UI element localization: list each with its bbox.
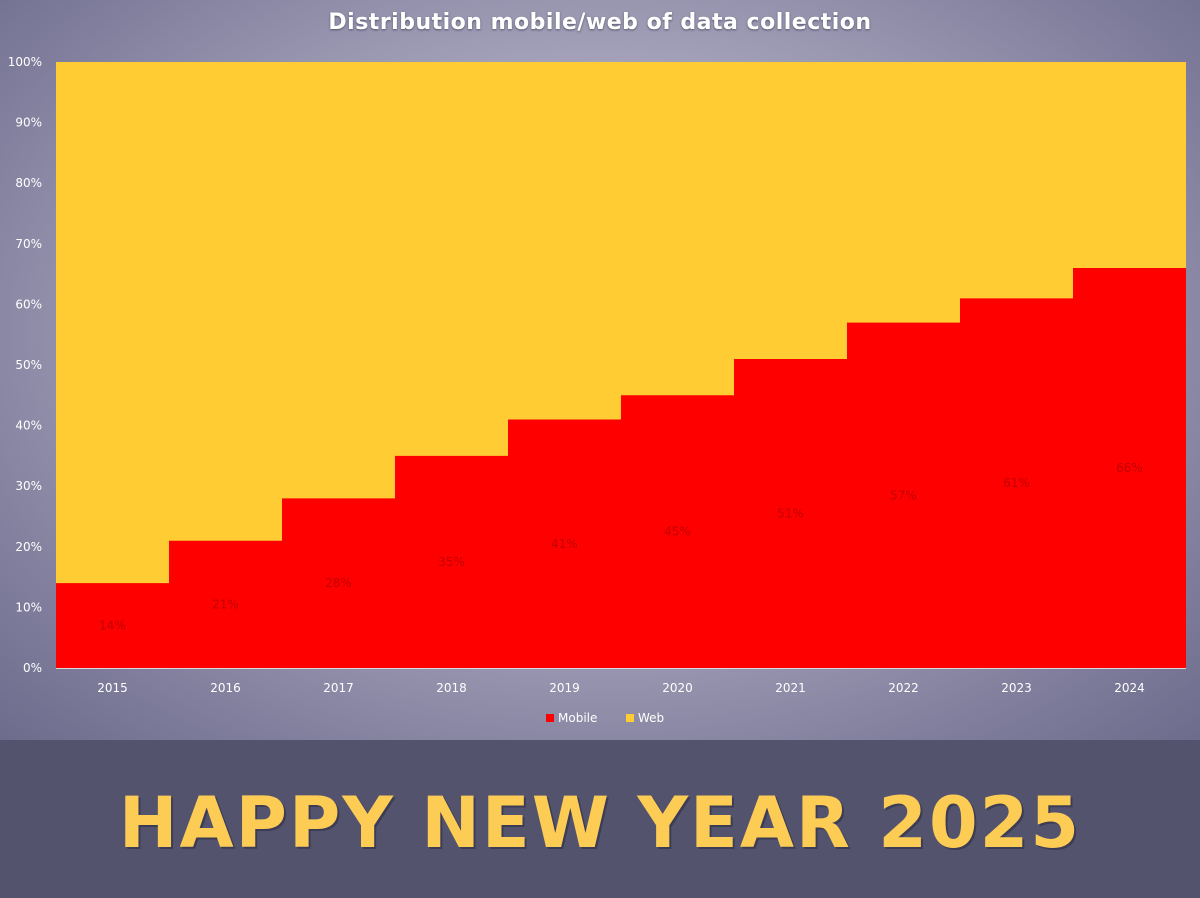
x-tick-label: 2018 xyxy=(436,681,467,695)
x-tick-label: 2021 xyxy=(775,681,806,695)
data-label: 45% xyxy=(664,525,691,539)
y-tick-label: 40% xyxy=(15,419,42,433)
data-label: 14% xyxy=(99,619,126,633)
greeting-banner: HAPPY NEW YEAR 2025 xyxy=(0,740,1200,898)
data-label: 28% xyxy=(325,576,352,590)
legend-label-web: Web xyxy=(638,711,664,725)
chart-title: Distribution mobile/web of data collecti… xyxy=(328,10,872,35)
data-label: 57% xyxy=(890,488,917,502)
y-tick-label: 90% xyxy=(15,116,42,130)
x-tick-label: 2017 xyxy=(323,681,354,695)
y-tick-label: 80% xyxy=(15,176,42,190)
plot-area xyxy=(56,62,1186,668)
y-tick-label: 10% xyxy=(15,600,42,614)
legend: Mobile Web xyxy=(546,711,664,725)
chart-svg: 0% 10% 20% 30% 40% 50% 60% 70% 80% 90% 100% 2015 201… xyxy=(8,55,1186,725)
legend-swatch-web xyxy=(626,714,634,722)
series-mobile-area xyxy=(56,268,1186,668)
y-tick-label: 0% xyxy=(23,661,42,675)
banner-text: HAPPY NEW YEAR 2025 xyxy=(118,782,1082,864)
x-tick-label: 2022 xyxy=(888,681,919,695)
data-label: 41% xyxy=(551,537,578,551)
data-label: 35% xyxy=(438,555,465,569)
legend-swatch-mobile xyxy=(546,714,554,722)
y-tick-label: 100% xyxy=(8,55,42,69)
y-tick-label: 30% xyxy=(15,479,42,493)
x-tick-label: 2019 xyxy=(549,681,580,695)
y-tick-label: 70% xyxy=(15,237,42,251)
data-labels: 14% 21% 28% 35% 41% 45% 51% 57% 61% 66% xyxy=(99,461,1143,633)
x-tick-label: 2016 xyxy=(210,681,241,695)
chart-panel: Distribution mobile/web of data collecti… xyxy=(0,0,1200,740)
data-label: 66% xyxy=(1116,461,1143,475)
data-label: 21% xyxy=(212,597,239,611)
x-tick-label: 2024 xyxy=(1114,681,1145,695)
axis-group: 0% 10% 20% 30% 40% 50% 60% 70% 80% 90% 100% 2015 201… xyxy=(8,55,1186,695)
legend-label-mobile: Mobile xyxy=(558,711,597,725)
y-tick-label: 20% xyxy=(15,540,42,554)
x-tick-label: 2020 xyxy=(662,681,693,695)
data-label: 61% xyxy=(1003,476,1030,490)
x-tick-label: 2023 xyxy=(1001,681,1032,695)
data-label: 51% xyxy=(777,506,804,520)
y-tick-label: 60% xyxy=(15,297,42,311)
x-tick-label: 2015 xyxy=(97,681,128,695)
y-tick-label: 50% xyxy=(15,358,42,372)
